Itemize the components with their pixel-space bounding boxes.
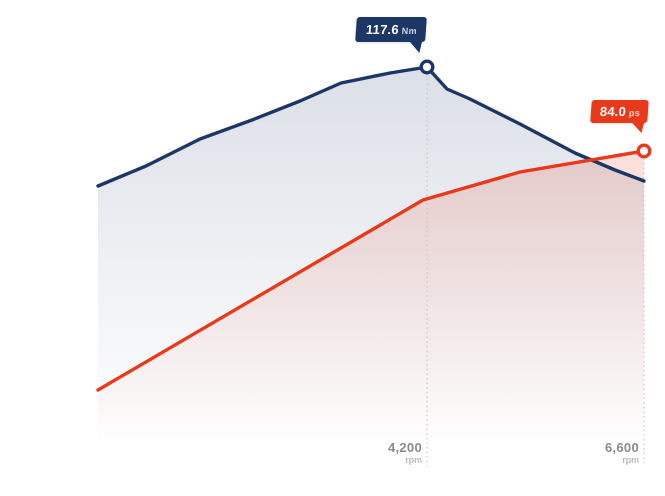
power-peak-unit: ps xyxy=(628,108,641,118)
torque-peak-marker xyxy=(419,59,435,75)
x-axis-tick-6600-unit: rpm xyxy=(622,455,639,466)
power-line xyxy=(96,149,646,392)
power-peak-callout: 84.0 ps xyxy=(590,100,650,133)
torque-line xyxy=(96,65,646,188)
x-axis-tick-4200: 4,200 rpm xyxy=(388,441,422,466)
torque-peak-unit: Nm xyxy=(401,26,418,36)
torque-peak-callout: 117.6 Nm xyxy=(355,17,427,53)
power-peak-marker xyxy=(636,143,652,159)
x-axis-tick-6600: 6,600 rpm xyxy=(605,441,639,466)
x-axis-tick-4200-unit: rpm xyxy=(405,455,422,466)
x-axis-tick-4200-value: 4,200 xyxy=(387,440,422,455)
power-peak-value: 84.0 xyxy=(599,104,627,119)
torque-callout-pointer-icon xyxy=(408,41,423,53)
power-area-fill xyxy=(98,151,644,470)
torque-peak-value: 117.6 xyxy=(365,22,400,37)
power-callout-pointer-icon xyxy=(630,122,645,133)
x-axis-tick-6600-value: 6,600 xyxy=(604,440,639,455)
